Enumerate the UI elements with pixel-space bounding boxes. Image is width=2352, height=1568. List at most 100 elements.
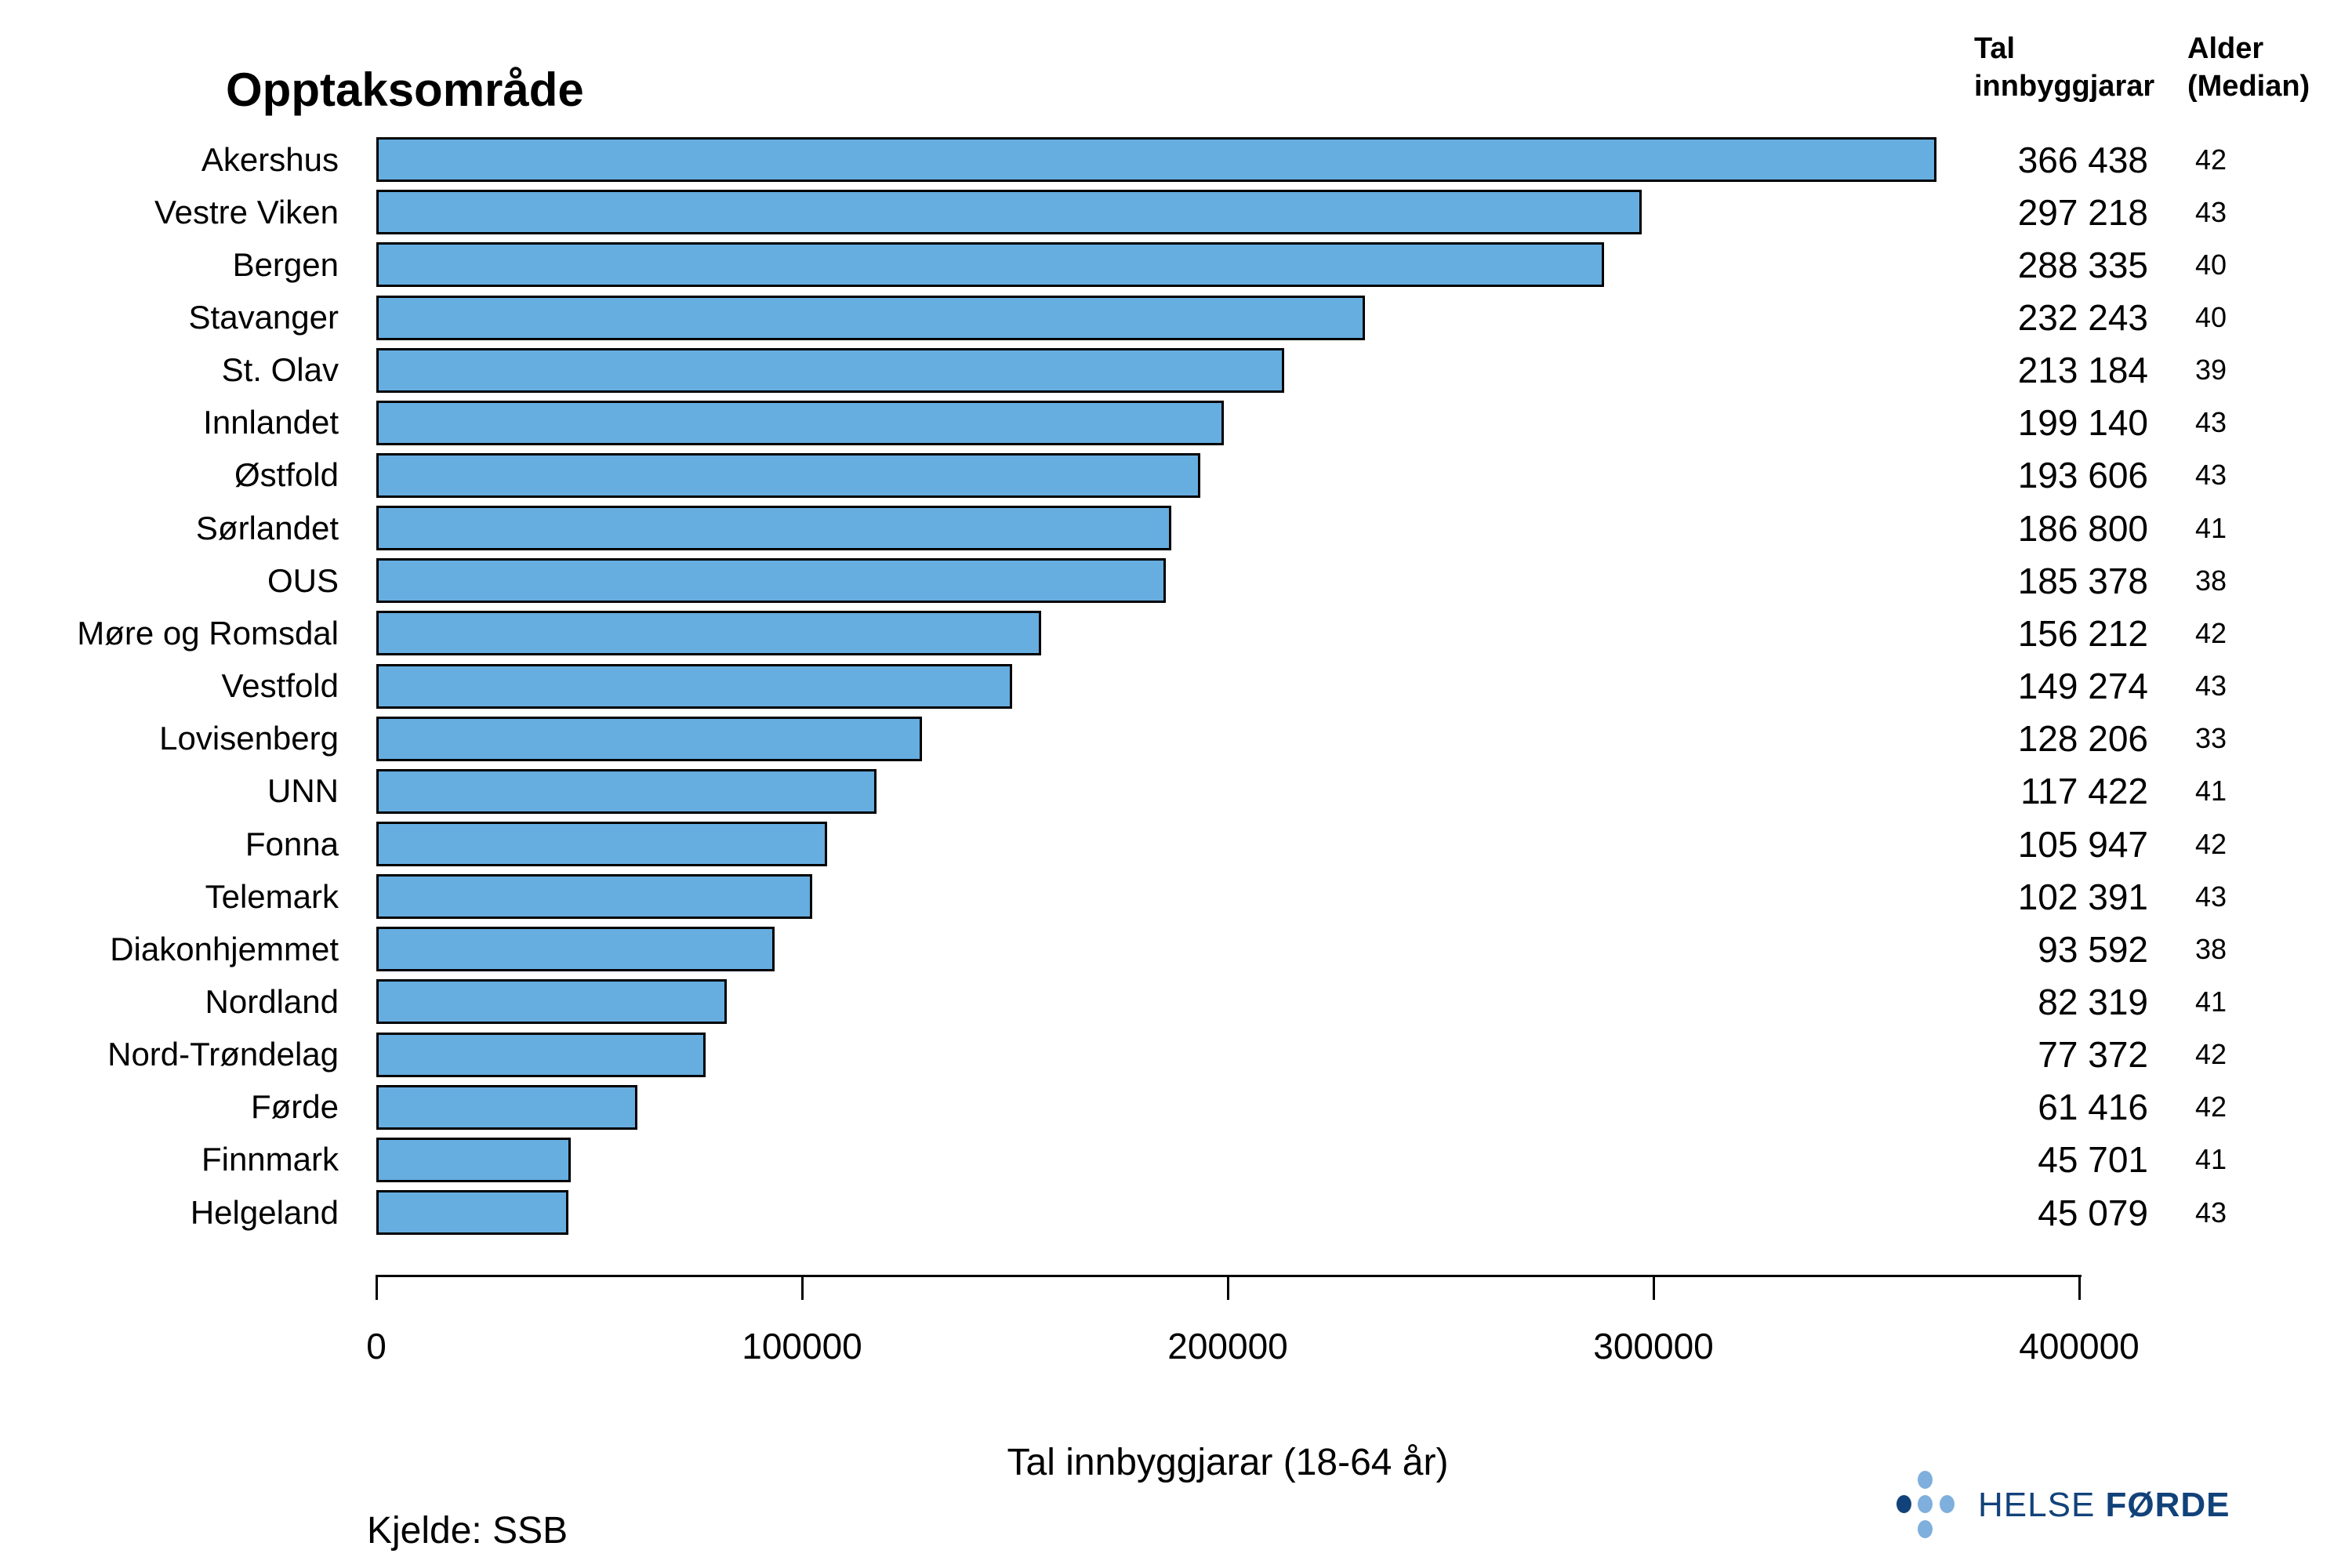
category-label: Akershus [201,140,339,178]
bar [376,611,1041,656]
bar [376,1084,637,1130]
bar [376,137,1936,182]
value-label: 105 947 [2017,823,2148,865]
category-label: Stavanger [188,299,339,336]
value-label: 185 378 [2017,560,2148,601]
bar [376,768,877,814]
x-tick [2078,1275,2081,1300]
age-label: 43 [2194,1196,2227,1229]
bar [376,506,1171,551]
age-label: 43 [2194,459,2227,492]
age-label: 42 [2194,827,2227,860]
age-label: 38 [2194,564,2227,597]
x-axis-title: Tal innbyggjarar (18-64 år) [1007,1442,1449,1483]
category-label: Helgeland [190,1193,339,1231]
category-label: Finnmark [201,1141,339,1178]
value-label: 128 206 [2017,718,2148,760]
value-label: 213 184 [2017,350,2148,391]
age-column-header: Alder (Median) [2187,32,2310,103]
category-label: Nordland [205,982,339,1020]
age-label: 42 [2194,1091,2227,1123]
age-label: 41 [2194,985,2227,1018]
value-label: 117 422 [2020,771,2148,812]
logo-text: HELSE FØRDE [1978,1486,2230,1525]
value-label: 102 391 [2017,876,2148,917]
value-label: 199 140 [2017,402,2148,444]
age-label: 40 [2194,301,2227,333]
bar [376,190,1642,235]
bar [376,295,1365,340]
value-label: 93 592 [2038,928,2148,970]
age-label: 43 [2194,880,2227,913]
age-label: 40 [2194,248,2227,281]
bar [376,979,727,1025]
category-label: Sørlandet [195,509,339,546]
category-label: OUS [267,561,339,599]
bar [376,558,1166,604]
logo-dot-dark-icon [1896,1495,1911,1513]
x-tick-label: 100000 [742,1326,862,1367]
x-tick-label: 400000 [2019,1326,2140,1367]
value-label: 45 079 [2038,1192,2148,1233]
x-tick-label: 0 [366,1326,387,1367]
helse-forde-logo: HELSE FØRDE [1886,1462,2325,1556]
bar [376,1137,571,1182]
value-label: 156 212 [2017,612,2148,654]
value-label: 149 274 [2017,666,2148,706]
logo-dot-right-icon [1940,1495,1955,1513]
value-label: 232 243 [2017,297,2148,338]
age-label: 38 [2194,932,2227,965]
age-label: 42 [2194,1038,2227,1071]
bar [376,874,812,920]
x-tick [1226,1275,1229,1300]
value-label: 366 438 [2017,139,2148,180]
age-label: 43 [2194,195,2227,228]
category-label: Diakonhjemmet [110,930,339,967]
x-tick [800,1275,804,1300]
logo-dot-bottom-icon [1918,1520,1933,1538]
bar [376,347,1284,393]
x-axis-line [376,1275,2082,1277]
age-label: 41 [2194,775,2227,808]
population-column-header: Tal innbyggjarar [1974,32,2155,103]
value-label: 61 416 [2038,1087,2148,1128]
category-label: Førde [250,1088,339,1126]
bar [376,452,1200,498]
x-tick [1652,1275,1655,1300]
age-label: 43 [2194,670,2227,702]
age-label: 39 [2194,354,2227,387]
logo-dot-top-icon [1918,1471,1933,1489]
page-title: Opptaksområde [226,64,584,116]
age-label: 42 [2194,143,2227,176]
age-label: 41 [2194,511,2227,544]
category-label: St. Olav [221,351,339,389]
category-label: Vestfold [221,667,339,704]
value-label: 45 701 [2038,1139,2148,1181]
category-label: Telemark [205,877,339,915]
value-label: 297 218 [2017,191,2148,233]
age-label: 43 [2194,406,2227,439]
bar [376,927,775,972]
x-tick [375,1275,378,1300]
category-label: UNN [267,772,339,810]
bar [376,1190,568,1235]
value-label: 82 319 [2038,981,2148,1022]
x-tick-label: 200000 [1167,1326,1288,1367]
bar [376,1032,706,1077]
category-label: Bergen [232,245,339,283]
age-label: 33 [2194,722,2227,755]
value-label: 288 335 [2017,244,2148,285]
x-tick-label: 300000 [1593,1326,1714,1367]
category-label: Nord-Trøndelag [107,1036,339,1073]
category-label: Møre og Romsdal [77,614,339,652]
category-label: Lovisenberg [159,720,339,757]
bar [376,663,1012,709]
category-label: Østfold [234,456,339,494]
bar [376,716,922,761]
value-label: 77 372 [2038,1034,2148,1076]
category-label: Innlandet [203,404,339,441]
age-label: 42 [2194,616,2227,649]
value-label: 193 606 [2017,455,2148,496]
